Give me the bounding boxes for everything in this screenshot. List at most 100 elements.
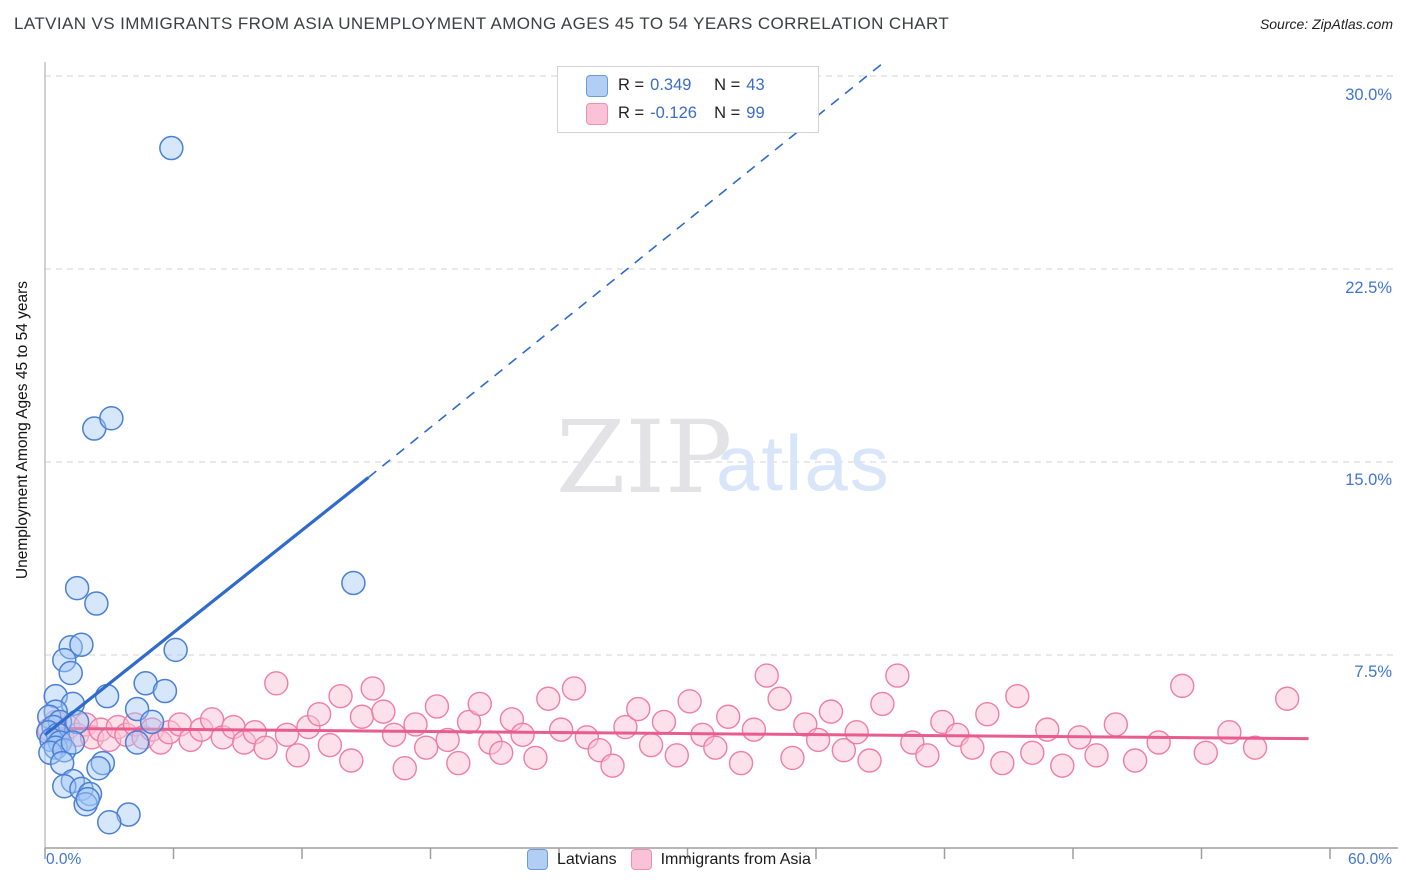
y-tick-7-5: 7.5% bbox=[1354, 663, 1392, 681]
r-value-latvians: 0.349 bbox=[650, 76, 692, 94]
asia-point bbox=[767, 686, 792, 711]
x-tick-min: 0.0% bbox=[46, 851, 82, 868]
asia-point bbox=[264, 671, 289, 696]
asia-point bbox=[536, 686, 561, 711]
latvian-trendline-extension bbox=[367, 61, 886, 479]
source-attribution: Source: ZipAtlas.com bbox=[1259, 16, 1393, 32]
latvians-swatch bbox=[527, 849, 548, 870]
asia-point bbox=[1050, 753, 1075, 778]
asia-point bbox=[1193, 740, 1218, 765]
asia-point bbox=[1146, 730, 1171, 755]
asia-point bbox=[1217, 720, 1242, 745]
latvian-point bbox=[163, 637, 188, 663]
asia-point bbox=[523, 745, 548, 771]
asia-point bbox=[488, 740, 514, 765]
latvian-point bbox=[64, 575, 90, 601]
asia-point bbox=[728, 750, 754, 776]
latvian-point bbox=[69, 632, 94, 657]
series-legend: Latvians Immigrants from Asia bbox=[527, 849, 811, 870]
latvian-point bbox=[152, 678, 178, 704]
stats-legend-row-latvians: R = 0.349 N = 43 bbox=[586, 74, 818, 97]
asia-swatch bbox=[586, 102, 608, 125]
asia-point bbox=[339, 748, 364, 773]
latvian-point bbox=[52, 647, 77, 673]
asia-point bbox=[741, 717, 767, 742]
asia-point bbox=[651, 709, 677, 735]
asia-point bbox=[435, 727, 460, 753]
latvian-point bbox=[58, 660, 83, 686]
asia-point bbox=[561, 676, 587, 701]
latvian-point bbox=[139, 709, 165, 735]
asia-trendline bbox=[44, 726, 1309, 741]
series-legend-latvians-label: Latvians bbox=[557, 850, 617, 868]
r-label: R = bbox=[618, 76, 645, 94]
asia-point bbox=[253, 735, 278, 760]
asia-point bbox=[1242, 735, 1268, 760]
n-value-latvians: 43 bbox=[746, 76, 765, 94]
latvian-point bbox=[99, 406, 124, 431]
watermark-zip: ZIP bbox=[556, 399, 732, 516]
asia-point bbox=[317, 732, 343, 758]
asia-point bbox=[975, 701, 1000, 727]
asia-point bbox=[381, 722, 407, 747]
asia-point bbox=[548, 717, 574, 742]
asia-point bbox=[915, 743, 940, 768]
asia-point bbox=[414, 735, 439, 760]
latvian-point bbox=[94, 683, 120, 709]
asia-point bbox=[1122, 748, 1148, 773]
asia-point bbox=[870, 691, 895, 717]
asia-point bbox=[1103, 712, 1129, 737]
asia-point bbox=[306, 701, 332, 727]
asia-point bbox=[626, 696, 651, 722]
asia-point bbox=[831, 738, 857, 763]
asia-point bbox=[392, 756, 417, 781]
asia-point bbox=[510, 722, 535, 747]
latvian-point bbox=[124, 730, 150, 755]
asia-point bbox=[456, 709, 482, 735]
asia-point bbox=[805, 727, 831, 753]
asia-point bbox=[885, 663, 910, 688]
asia-point bbox=[754, 663, 779, 688]
r-value-asia: -0.126 bbox=[650, 104, 697, 122]
asia-point bbox=[1005, 683, 1030, 709]
asia-point bbox=[664, 743, 689, 768]
asia-point bbox=[818, 699, 844, 724]
y-axis-title: Unemployment Among Ages 45 to 54 years bbox=[14, 280, 31, 580]
series-legend-asia: Immigrants from Asia bbox=[630, 849, 811, 870]
asia-point bbox=[446, 750, 471, 776]
x-tick-max: 60.0% bbox=[1348, 851, 1392, 868]
latvian-point bbox=[159, 135, 184, 161]
asia-point bbox=[703, 735, 728, 760]
y-tick-22-5: 22.5% bbox=[1345, 279, 1392, 297]
r-label: R = bbox=[618, 104, 645, 122]
latvian-trendline bbox=[44, 476, 370, 737]
asia-point bbox=[371, 699, 396, 724]
asia-point bbox=[360, 676, 385, 701]
asia-swatch bbox=[630, 849, 652, 870]
n-label: N = bbox=[714, 104, 741, 122]
y-tick-30: 30.0% bbox=[1345, 86, 1392, 104]
asia-point bbox=[780, 745, 805, 771]
latvian-point bbox=[84, 591, 109, 616]
asia-point bbox=[424, 694, 450, 719]
asia-point bbox=[844, 720, 869, 745]
asia-point bbox=[1020, 740, 1045, 765]
series-legend-asia-label: Immigrants from Asia bbox=[660, 850, 811, 868]
n-value-asia: 99 bbox=[746, 104, 765, 122]
stats-legend-row-asia: R = -0.126 N = 99 bbox=[586, 102, 818, 125]
asia-point bbox=[274, 722, 300, 747]
asia-point bbox=[1084, 743, 1109, 768]
asia-point bbox=[857, 748, 882, 773]
asia-point bbox=[600, 753, 625, 778]
asia-point bbox=[1274, 686, 1300, 711]
asia-point bbox=[960, 735, 985, 760]
stats-legend: R = 0.349 N = 43 R = -0.126 N = 99 bbox=[557, 66, 819, 133]
latvian-point bbox=[341, 570, 366, 596]
series-legend-latvians: Latvians bbox=[527, 849, 617, 870]
asia-point bbox=[349, 704, 375, 729]
y-tick-15: 15.0% bbox=[1345, 471, 1392, 489]
latvian-point bbox=[60, 730, 86, 755]
n-label: N = bbox=[714, 76, 741, 94]
asia-point bbox=[638, 732, 664, 758]
